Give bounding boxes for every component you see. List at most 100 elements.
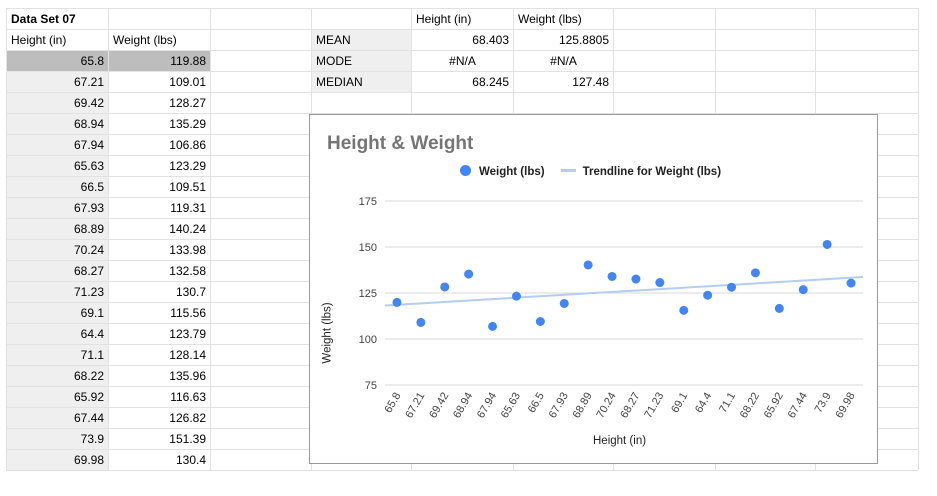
weight-cell[interactable]: 132.58 [169,264,206,278]
x-tick-label: 68.94 [451,391,475,421]
height-cell[interactable]: 68.89 [7,219,108,239]
scatter-chart[interactable]: 75 100 125 150 175 65.8 67.21 69.42 68.94 67.94 65… [309,114,878,464]
stats-label-cell[interactable]: MEDIAN [312,72,411,92]
data-point [440,282,450,292]
legend-trendline-marker [560,169,576,172]
stats-header-weight-cell[interactable]: Weight (lbs) [518,12,582,26]
x-tick-label: 68.22 [738,391,762,421]
height-cell[interactable]: 64.4 [7,324,108,344]
y-tick-label: 100 [359,334,377,346]
x-tick-label: 69.1 [669,391,690,416]
data-point [703,290,713,300]
height-cell[interactable]: 69.1 [7,303,108,323]
height-cell[interactable]: 65.8 [7,51,108,71]
x-tick-label: 68.89 [571,391,595,421]
gridline-horizontal [6,8,918,9]
stats-weight-cell[interactable]: 127.48 [572,75,609,89]
data-point [631,274,641,284]
weight-cell[interactable]: 119.88 [109,51,210,71]
x-tick-label: 65.63 [499,391,523,421]
height-cell[interactable]: 69.98 [7,450,108,470]
x-tick-label: 65.92 [762,391,786,421]
stats-height-cell[interactable]: #N/A [449,54,476,68]
weight-cell[interactable]: 130.7 [175,285,206,299]
height-cell[interactable]: 68.94 [7,114,108,134]
x-tick-label: 67.93 [547,391,571,421]
data-point [774,303,784,313]
data-point [559,298,569,308]
data-point [392,297,402,307]
y-axis-title: Weight (lbs) [321,302,334,364]
stats-height-cell[interactable]: 68.245 [472,75,509,89]
height-cell[interactable]: 69.42 [7,93,108,113]
gridline-horizontal [6,113,918,114]
weight-cell[interactable]: 123.29 [169,159,206,173]
chart-title: Height & Weight [327,133,474,154]
height-cell[interactable]: 71.23 [7,282,108,302]
x-tick-label: 71.1 [717,391,738,416]
height-cell[interactable]: 73.9 [7,429,108,449]
weight-cell[interactable]: 133.98 [169,243,206,257]
weight-cell[interactable]: 115.56 [170,306,206,320]
height-cell[interactable]: 68.27 [7,261,108,281]
height-cell[interactable]: 67.93 [7,198,108,218]
y-tick-label: 125 [359,288,377,300]
stats-weight-cell[interactable]: 125.8805 [558,33,609,47]
weight-cell[interactable]: 128.27 [169,96,206,110]
data-point [583,260,593,270]
weight-cell[interactable]: 119.31 [170,201,206,215]
data-point [727,282,737,292]
weight-cell[interactable]: 128.14 [169,348,206,362]
data-point [655,278,665,288]
stats-label-cell[interactable]: MODE [312,51,411,71]
weight-cell[interactable]: 130.4 [175,453,206,467]
data-point [488,321,498,331]
height-cell[interactable]: 67.44 [7,408,108,428]
trendline [384,275,864,307]
weight-cell[interactable]: 109.51 [169,180,206,194]
stats-height-cell[interactable]: 68.403 [472,33,509,47]
stats-header-height-cell[interactable]: Height (in) [416,12,472,26]
weight-cell[interactable]: 135.29 [169,117,206,131]
x-tick-label: 70.24 [594,391,618,421]
dataset-title-cell[interactable]: Data Set 07 [11,12,76,26]
height-cell[interactable]: 67.94 [7,135,108,155]
x-tick-label: 67.94 [475,391,499,421]
data-point [416,317,426,327]
weight-cell[interactable]: 116.63 [170,390,206,404]
height-cell[interactable]: 68.22 [7,366,108,386]
x-tick-label: 69.42 [427,391,451,421]
x-tick-label: 69.98 [833,391,857,421]
weight-cell[interactable]: 126.82 [169,411,206,425]
height-cell[interactable]: 67.21 [7,72,108,92]
height-cell[interactable]: 66.5 [7,177,108,197]
header-weight-cell[interactable]: Weight (lbs) [113,33,177,47]
weight-cell[interactable]: 109.01 [169,75,206,89]
data-point [511,291,521,301]
height-cell[interactable]: 65.92 [7,387,108,407]
weight-cell[interactable]: 151.39 [169,432,206,446]
stats-label-cell[interactable]: MEAN [312,30,411,50]
y-tick-label: 175 [359,196,377,208]
weight-cell[interactable]: 106.86 [169,138,206,152]
x-tick-label: 65.8 [382,391,403,416]
height-cell[interactable]: 70.24 [7,240,108,260]
gridline-horizontal [6,92,918,93]
height-cell[interactable]: 71.1 [7,345,108,365]
spreadsheet-grid[interactable]: Data Set 07 Height (in) Weight (lbs) 65.8 11… [6,8,919,472]
weight-cell[interactable]: 140.24 [169,222,206,236]
height-cell[interactable]: 65.63 [7,156,108,176]
weight-cell[interactable]: 123.79 [169,327,206,341]
x-tick-label: 67.21 [403,391,427,421]
gridline-horizontal [6,50,918,51]
weight-cell[interactable]: 135.96 [169,369,206,383]
data-point [464,269,474,279]
x-tick-label: 66.5 [526,391,547,416]
x-axis-title: Height (in) [593,435,647,447]
data-point [607,271,617,281]
stats-weight-cell[interactable]: #N/A [550,54,577,68]
data-point [822,239,832,249]
header-height-cell[interactable]: Height (in) [11,33,67,47]
x-tick-label: 67.44 [786,391,810,421]
